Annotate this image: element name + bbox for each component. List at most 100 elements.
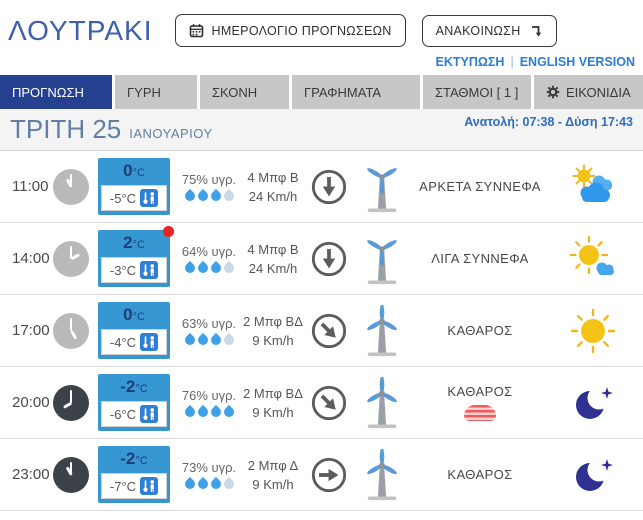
forecast-row: 14:00 2°C -3°C 64% υγρ. xyxy=(0,223,643,295)
wind-beaufort-label: 4 Μπφ Β xyxy=(247,241,299,257)
clock-cell xyxy=(50,240,92,277)
clock-minute-hand xyxy=(69,245,73,259)
wind-speed-label: 9 Km/h xyxy=(252,404,294,420)
droplet-icon xyxy=(221,404,236,420)
clock-cell xyxy=(50,312,92,349)
time-label: 14:00 xyxy=(12,250,50,267)
frost-icon xyxy=(464,405,496,421)
links-separator: | xyxy=(510,55,514,69)
droplet-icon xyxy=(182,404,197,420)
clock-hour-hand xyxy=(69,329,77,340)
condition-label: ΑΡΚΕΤΑ ΣΥΝΝΕΦΑ xyxy=(419,179,541,194)
droplet-icon xyxy=(221,332,236,348)
english-version-link[interactable]: ENGLISH VERSION xyxy=(519,55,635,69)
temperature-number: -2 xyxy=(120,377,136,396)
page-title: ΛΟΥΤΡΑΚΙ xyxy=(8,14,153,46)
wind-speed-label: 24 Km/h xyxy=(248,188,298,204)
utility-links: ΕΚΤΥΠΩΣΗ | ENGLISH VERSION xyxy=(0,47,643,75)
clock-icon xyxy=(53,168,89,205)
sky-cell xyxy=(550,451,643,499)
sky-cell xyxy=(550,379,643,427)
clock-cell xyxy=(50,456,92,493)
tab-charts[interactable]: ΓΡΑΦΗΜΑΤΑ xyxy=(292,75,420,109)
humidity-label: 75% υγρ. xyxy=(181,172,237,187)
forecast-row: 11:00 0°C -5°C 75% υγρ. xyxy=(0,151,643,223)
wind-beaufort-label: 2 Μπφ ΒΔ xyxy=(243,385,303,401)
clock-icon xyxy=(53,456,89,493)
print-link[interactable]: ΕΚΤΥΠΩΣΗ xyxy=(435,55,505,69)
condition-label: ΚΑΘΑΡΟΣ xyxy=(447,384,513,399)
tab-icons[interactable]: ΕΙΚΟΝΙΔΙΑ xyxy=(534,75,643,109)
moon-icon xyxy=(575,386,613,419)
calendar-button-label: ΗΜΕΡΟΛΟΓΙΟ ΠΡΟΓΝΩΣΕΩΝ xyxy=(211,23,392,38)
wind-direction-cell xyxy=(304,312,354,350)
tab-bar: ΠΡΟΓΝΩΣΗ ΓΥΡΗ ΣΚΟΝΗ ΓΡΑΦΗΜΑΤΑ ΣΤΑΘΜΟΙ [ … xyxy=(0,75,643,109)
sky-cell xyxy=(550,163,643,211)
sunrise-sunset-label: Ανατολή: 07:38 - Δύση 17:43 xyxy=(464,115,633,129)
temperature-number: -2 xyxy=(120,449,136,468)
humidity-label: 63% υγρ. xyxy=(181,316,237,331)
sun-small-cloud-icon xyxy=(569,235,614,275)
wind-beaufort-label: 2 Μπφ ΒΔ xyxy=(243,313,303,329)
temperature-box: 0°C -5°C xyxy=(98,158,170,215)
announcement-button-label: ΑΝΑΚΟΙΝΩΣΗ xyxy=(435,23,521,38)
feels-like-value: -4°C xyxy=(109,334,137,350)
time-label: 23:00 xyxy=(12,466,50,483)
sky-cell xyxy=(550,235,643,283)
droplet-icon xyxy=(195,188,210,204)
clock-cell xyxy=(50,384,92,421)
wind-turbine-cell xyxy=(354,448,410,501)
tab-pollen[interactable]: ΓΥΡΗ xyxy=(115,75,197,109)
droplet-icon xyxy=(182,332,197,348)
forecast-calendar-button[interactable]: ΗΜΕΡΟΛΟΓΙΟ ΠΡΟΓΝΩΣΕΩΝ xyxy=(174,14,406,47)
condition-cell: ΛΙΓΑ ΣΥΝΝΕΦΑ xyxy=(410,251,550,266)
announcement-button[interactable]: ΑΝΑΚΟΙΝΩΣΗ xyxy=(421,14,557,47)
humidity-drops xyxy=(182,188,236,204)
tab-dust[interactable]: ΣΚΟΝΗ xyxy=(200,75,289,109)
wind-turbine-cell xyxy=(354,233,410,285)
droplet-icon xyxy=(182,476,197,492)
feels-like-box: -7°C xyxy=(101,473,167,499)
humidity-cell: 75% υγρ. xyxy=(176,172,242,204)
tab-stations[interactable]: ΣΤΑΘΜΟΙ [ 1 ] xyxy=(423,75,531,109)
tab-label: ΣΤΑΘΜΟΙ [ 1 ] xyxy=(435,84,519,100)
clock-icon xyxy=(53,240,89,277)
forecast-row: 23:00 -2°C -7°C 73% υγρ. xyxy=(0,439,643,511)
time-label: 11:00 xyxy=(12,178,49,195)
temperature-unit: °C xyxy=(132,167,145,179)
wind-turbine-icon xyxy=(367,376,397,428)
droplet-icon xyxy=(195,332,210,348)
droplet-icon xyxy=(195,260,210,276)
humidity-drops xyxy=(182,260,236,276)
clock-minute-hand xyxy=(69,389,73,403)
temperature-cell: -2°C -6°C xyxy=(92,374,176,431)
temperature-value: -2°C xyxy=(101,377,167,399)
temperature-cell: 2°C -3°C xyxy=(92,226,176,287)
clock-cell xyxy=(50,168,92,205)
droplet-icon xyxy=(182,260,197,276)
temperature-number: 0 xyxy=(123,161,133,180)
temperature-box: 2°C -3°C xyxy=(98,226,174,287)
humidity-cell: 73% υγρ. xyxy=(176,460,242,492)
feels-like-box: -5°C xyxy=(101,185,167,211)
announcement-arrow-icon xyxy=(529,24,543,38)
feels-like-icon xyxy=(140,405,159,423)
temperature-box: -2°C -7°C xyxy=(98,446,170,503)
temperature-value: 0°C xyxy=(101,161,167,183)
condition-cell: ΑΡΚΕΤΑ ΣΥΝΝΕΦΑ xyxy=(410,179,550,194)
condition-cell: ΚΑΘΑΡΟΣ xyxy=(410,323,550,338)
clock-minute-hand xyxy=(69,461,73,475)
temperature-unit: °C xyxy=(135,383,148,395)
wind-direction-cell xyxy=(304,240,354,278)
temperature-cell: -2°C -7°C xyxy=(92,446,176,503)
tab-forecast[interactable]: ΠΡΟΓΝΩΣΗ xyxy=(0,75,112,109)
humidity-drops xyxy=(182,404,236,420)
wind-direction-cell xyxy=(304,456,354,494)
page-header: ΛΟΥΤΡΑΚΙ ΗΜΕΡΟΛΟΓΙΟ ΠΡΟΓΝΩΣΕΩΝ ΑΝΑΚΟΙΝΩΣ… xyxy=(0,0,643,47)
sun-icon xyxy=(570,308,615,353)
feels-like-value: -5°C xyxy=(109,190,137,206)
feels-like-value: -6°C xyxy=(109,406,137,422)
calendar-icon xyxy=(189,23,204,38)
temperature-value: 2°C xyxy=(101,233,167,255)
